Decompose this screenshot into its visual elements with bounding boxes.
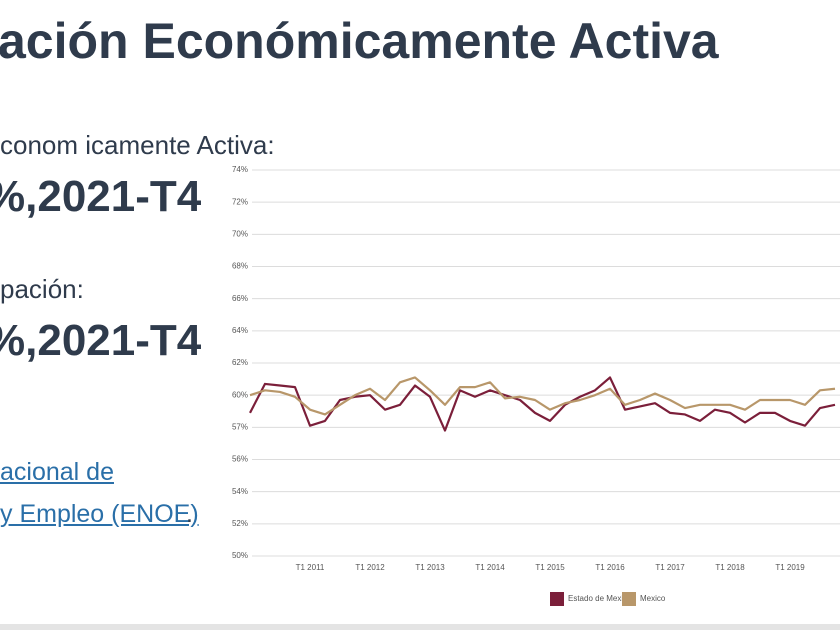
value-text: %,2021-T4 bbox=[0, 316, 202, 365]
footer-band bbox=[0, 624, 840, 630]
x-tick-label: T1 2013 bbox=[415, 563, 445, 572]
y-tick-label: 68% bbox=[232, 262, 248, 271]
x-tick-label: T1 2016 bbox=[595, 563, 625, 572]
link[interactable]: acional de bbox=[0, 458, 114, 486]
x-tick-label: T1 2012 bbox=[355, 563, 385, 572]
text-line: pación: bbox=[0, 274, 84, 304]
y-tick-label: 56% bbox=[232, 455, 248, 464]
legend-swatch bbox=[622, 592, 636, 606]
x-tick-label: T1 2015 bbox=[535, 563, 565, 572]
y-tick-label: 66% bbox=[232, 294, 248, 303]
x-tick-label: T1 2011 bbox=[296, 563, 325, 572]
value-text: %,2021-T4 bbox=[0, 172, 202, 221]
slide-title: ación Económicamente Activa bbox=[0, 13, 719, 69]
link[interactable]: y Empleo (ENOE) bbox=[0, 500, 199, 528]
text-line: conom icamente Activa: bbox=[0, 130, 275, 160]
x-tick-label: T1 2018 bbox=[715, 563, 745, 572]
y-tick-label: 64% bbox=[232, 326, 248, 335]
y-tick-label: 74% bbox=[232, 165, 248, 174]
y-tick-label: 60% bbox=[232, 390, 248, 399]
series-line bbox=[249, 376, 836, 416]
legend-swatch bbox=[550, 592, 564, 606]
y-tick-label: 54% bbox=[232, 487, 248, 496]
text-line: . bbox=[186, 500, 193, 528]
y-tick-label: 70% bbox=[232, 229, 248, 238]
x-tick-label: T1 2019 bbox=[775, 563, 805, 572]
legend-label: Mexico bbox=[640, 594, 666, 603]
y-tick-label: 72% bbox=[232, 197, 248, 206]
y-tick-label: 50% bbox=[232, 551, 248, 560]
legend-label: Estado de Mexico bbox=[568, 594, 632, 603]
x-tick-label: T1 2014 bbox=[475, 563, 505, 572]
y-tick-label: 62% bbox=[232, 358, 248, 367]
y-tick-label: 57% bbox=[232, 422, 248, 431]
y-tick-label: 52% bbox=[232, 519, 248, 528]
series-line bbox=[249, 376, 836, 432]
x-tick-label: T1 2017 bbox=[655, 563, 685, 572]
